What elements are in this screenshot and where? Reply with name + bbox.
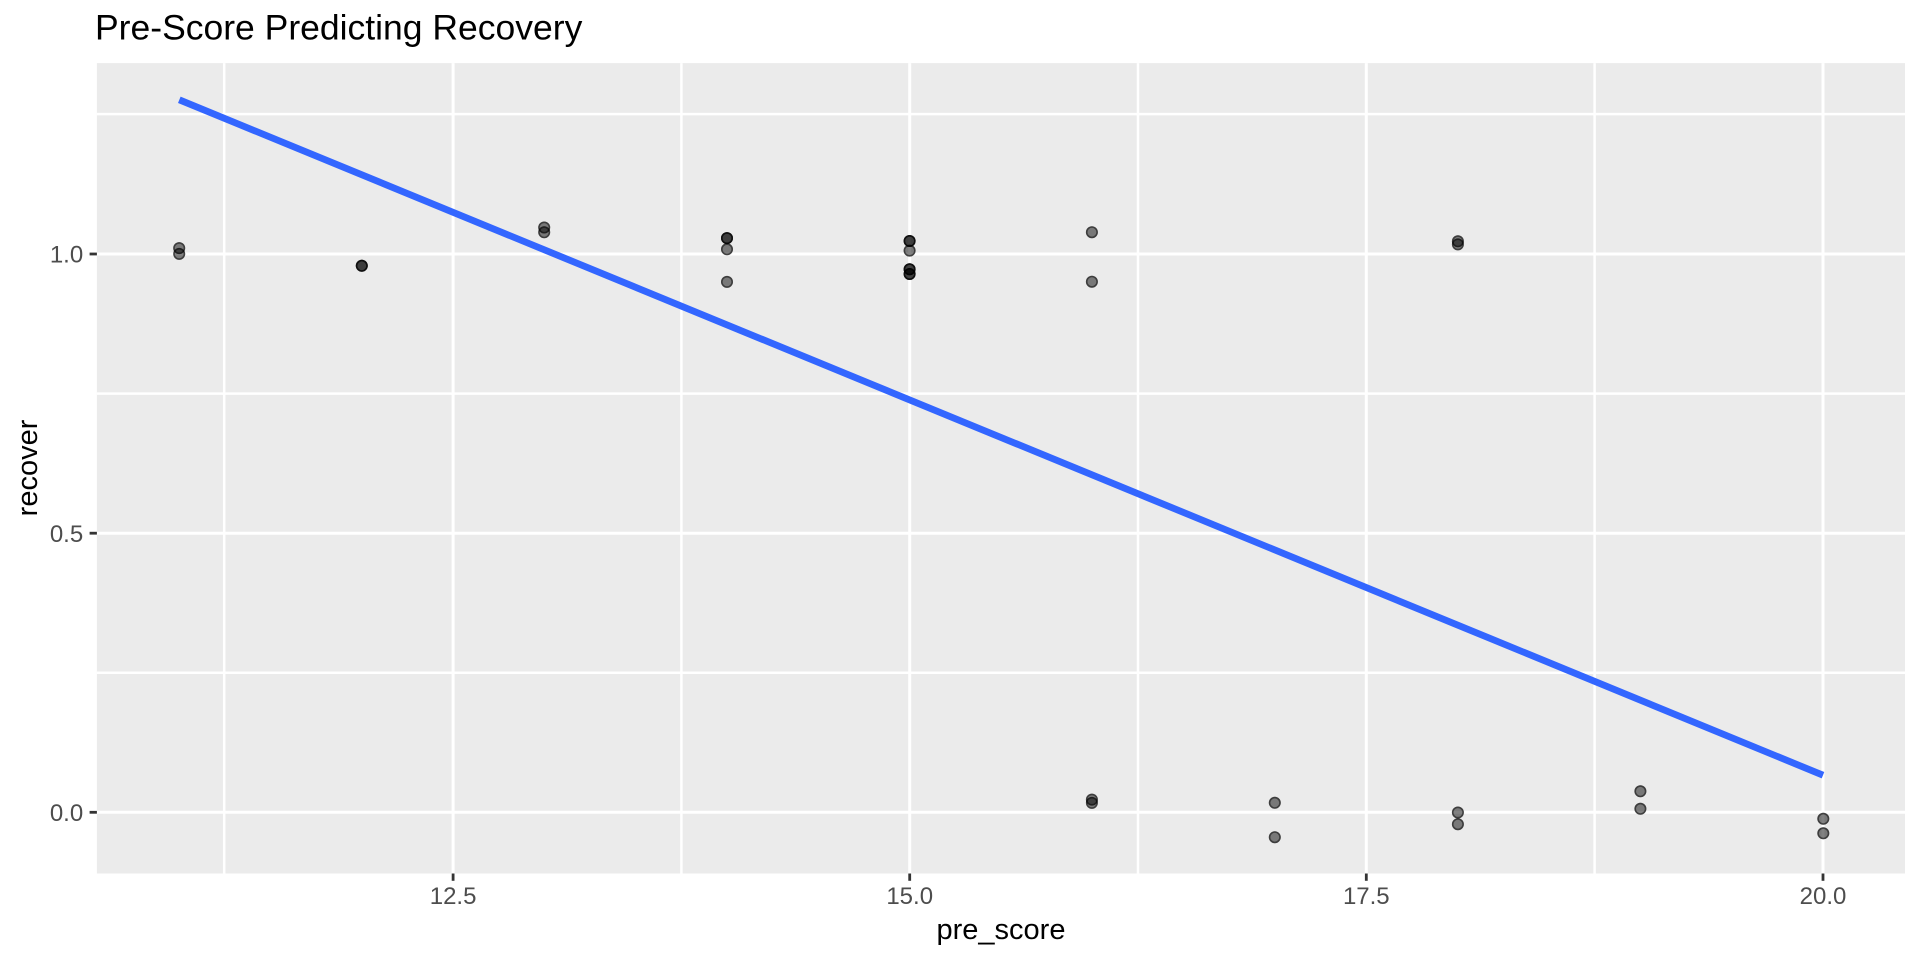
svg-text:20.0: 20.0 <box>1800 883 1847 910</box>
svg-text:1.0: 1.0 <box>50 242 83 269</box>
svg-text:0.5: 0.5 <box>50 521 83 548</box>
svg-text:17.5: 17.5 <box>1343 883 1390 910</box>
svg-text:15.0: 15.0 <box>886 883 933 910</box>
svg-text:12.5: 12.5 <box>430 883 477 910</box>
svg-text:recover: recover <box>12 419 44 516</box>
svg-text:pre_score: pre_score <box>937 914 1066 946</box>
svg-text:0.0: 0.0 <box>50 800 83 827</box>
svg-text:Pre-Score Predicting Recovery: Pre-Score Predicting Recovery <box>95 8 583 48</box>
